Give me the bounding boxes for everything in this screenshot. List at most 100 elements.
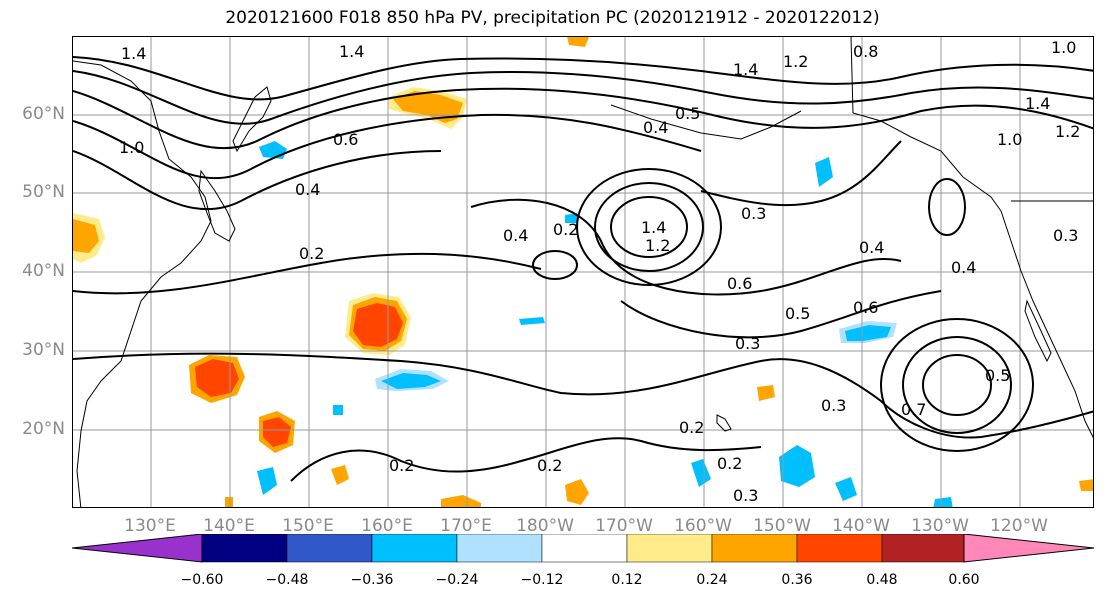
contour-02-far-south xyxy=(290,437,762,482)
contour-jet-6 xyxy=(73,252,542,295)
lon-label-150e: 150°E xyxy=(282,516,334,536)
contour-02-south xyxy=(73,352,1093,439)
lon-label-180w: 180°W xyxy=(516,516,574,536)
colorbar-segment xyxy=(371,534,458,563)
colorbar-segment xyxy=(286,534,373,563)
colorbar-tick-label: −0.48 xyxy=(265,572,309,588)
colorbar-segment xyxy=(456,534,543,563)
colorbar-segment xyxy=(541,534,628,563)
contour-label: 0.6 xyxy=(853,298,878,317)
contour-label: 1.2 xyxy=(783,52,808,71)
lon-label-150w: 150°W xyxy=(753,516,811,536)
contour-jet-4 xyxy=(73,113,702,180)
lon-label-140w: 140°W xyxy=(832,516,890,536)
colorbar-tick-label: −0.12 xyxy=(520,572,564,588)
contour-label: 0.5 xyxy=(785,304,810,323)
precip-area-japan-core xyxy=(73,219,99,253)
colorbar-tick-label: −0.60 xyxy=(180,572,224,588)
coastline-baja xyxy=(1024,299,1052,363)
contour-label: 0.3 xyxy=(735,334,760,353)
colorbar-tick-label: −0.24 xyxy=(435,572,479,588)
contour-label: 0.4 xyxy=(503,226,528,245)
lat-label-20n: 20°N xyxy=(22,419,65,439)
contour-small-2 xyxy=(928,178,966,236)
contour-low-east-1 xyxy=(922,354,992,416)
contour-label: 1.4 xyxy=(733,60,758,79)
contour-label-layer: 1.4 1.4 1.0 0.6 0.4 0.2 1.4 1.2 0.8 1.0 … xyxy=(119,38,1080,505)
lon-label-120w: 120°W xyxy=(990,516,1048,536)
colorbar-extend-low xyxy=(72,534,203,563)
contour-jet-3 xyxy=(73,87,1093,150)
contour-label: 0.2 xyxy=(537,456,562,475)
graticule xyxy=(73,37,1093,507)
map-title: 2020121600 F018 850 hPa PV, precipitatio… xyxy=(225,8,880,28)
precip-area-blue4 xyxy=(779,445,815,487)
contour-label: 1.4 xyxy=(121,44,146,63)
lat-label-30n: 30°N xyxy=(22,340,65,360)
contour-label: 0.5 xyxy=(985,366,1010,385)
precip-area-blue1 xyxy=(259,141,287,159)
lon-label-160e: 160°E xyxy=(361,516,413,536)
contour-label: 0.2 xyxy=(299,244,324,263)
precip-area-top xyxy=(567,37,589,47)
colorbar-segment xyxy=(626,534,713,563)
precip-area-blue3-core xyxy=(845,325,891,341)
colorbar xyxy=(72,534,1094,563)
map-canvas: 1.4 1.4 1.0 0.6 0.4 0.2 1.4 1.2 0.8 1.0 … xyxy=(73,37,1093,507)
contour-label: 0.3 xyxy=(741,204,766,223)
contour-low-east-2 xyxy=(902,336,1012,434)
precip-area-central-max xyxy=(353,303,403,347)
precip-area-s3 xyxy=(331,465,349,485)
contour-label: 1.4 xyxy=(1025,94,1050,113)
contour-label: 0.8 xyxy=(853,42,878,61)
lon-label-170e: 170°E xyxy=(440,516,492,536)
lat-label-40n: 40°N xyxy=(22,261,65,281)
colorbar-segment xyxy=(796,534,883,563)
contour-label: 0.3 xyxy=(821,396,846,415)
contour-jet-5 xyxy=(73,150,442,211)
precipitation-fill-layer xyxy=(73,37,1093,507)
contour-label: 1.0 xyxy=(119,138,144,157)
contour-label: 1.4 xyxy=(339,42,364,61)
lon-label-130w: 130°W xyxy=(911,516,969,536)
contour-small-1 xyxy=(532,250,578,280)
lon-label-160w: 160°W xyxy=(674,516,732,536)
coastline-aleutians xyxy=(610,104,802,140)
contour-label: 0.7 xyxy=(901,400,926,419)
contour-label: 0.2 xyxy=(717,454,742,473)
contour-low-east-3 xyxy=(880,318,1034,452)
colorbar-tick-label: 0.36 xyxy=(781,572,813,588)
contour-label: 1.4 xyxy=(641,218,666,237)
contour-label: 0.6 xyxy=(333,130,358,149)
colorbar-tick-label: 0.60 xyxy=(948,572,980,588)
contour-low-center-3 xyxy=(576,168,722,286)
contour-label: 0.4 xyxy=(295,180,320,199)
coastline-alaska xyxy=(850,37,1002,212)
precip-area-blue5 xyxy=(691,459,711,487)
contour-label: 0.2 xyxy=(679,418,704,437)
precip-area-s1 xyxy=(441,495,481,507)
precip-area-blue10 xyxy=(933,497,953,507)
coastline-namerica xyxy=(1000,210,1093,439)
contour-label: 1.0 xyxy=(1051,38,1076,57)
coastline-hawaii xyxy=(716,414,732,432)
colorbar-extend-high xyxy=(963,534,1094,563)
contour-low-center-2 xyxy=(594,182,704,272)
contour-jet-2 xyxy=(73,70,1093,125)
contour-label: 0.4 xyxy=(859,238,884,257)
contour-03 xyxy=(700,140,902,207)
precip-area-blue7 xyxy=(257,467,277,495)
precip-area-blue12 xyxy=(565,213,577,223)
contour-label: 1.2 xyxy=(1055,122,1080,141)
contour-label: 0.4 xyxy=(643,118,668,137)
colorbar-tick-label: 0.48 xyxy=(866,572,898,588)
contour-mid-2 xyxy=(620,290,942,339)
lat-label-60n: 60°N xyxy=(22,104,65,124)
precip-area-sw2-core xyxy=(263,417,291,447)
precip-area-s2 xyxy=(565,479,589,505)
contour-jet-1 xyxy=(73,56,1093,101)
pv-contour-layer xyxy=(73,56,1093,482)
precip-area-blue9 xyxy=(519,317,545,325)
colorbar-segment xyxy=(201,534,288,563)
precip-area-blue11 xyxy=(333,405,343,415)
